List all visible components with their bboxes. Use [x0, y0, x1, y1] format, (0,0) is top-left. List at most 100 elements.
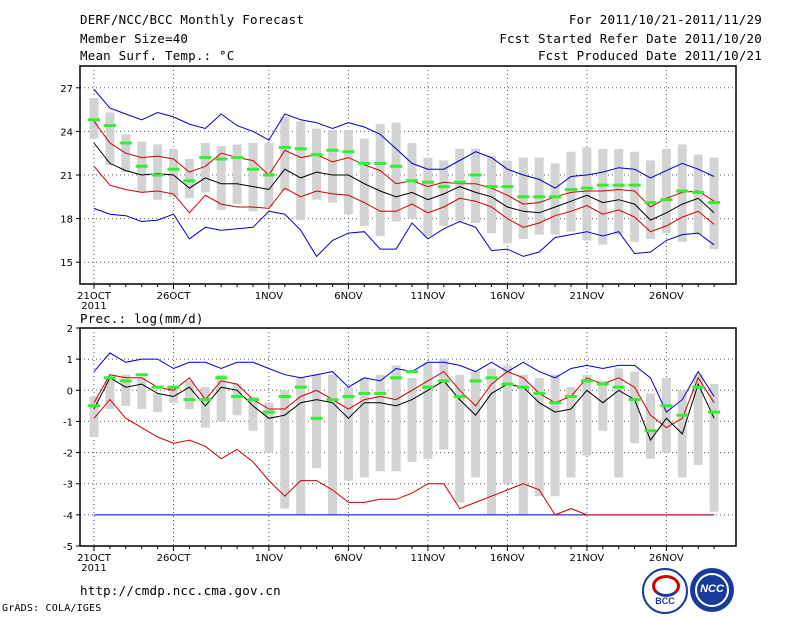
ensemble-box — [439, 359, 449, 450]
ensemble-box — [328, 129, 337, 203]
mean-plus-sd-line — [93, 120, 715, 208]
ensemble-box — [661, 377, 671, 453]
median-marker — [501, 185, 514, 189]
mean-minus-sd-line — [93, 398, 715, 516]
median-marker — [406, 179, 418, 183]
ensemble-box — [471, 371, 481, 478]
mean-minus-sd-line — [93, 165, 715, 233]
ensemble-box — [153, 144, 163, 200]
ensemble-box — [200, 387, 210, 428]
mean-plus-sd-line — [93, 370, 715, 429]
x-tick-label: 21NOV — [570, 291, 605, 302]
ensemble-box — [137, 377, 147, 409]
median-marker — [374, 391, 387, 395]
ensemble-box — [614, 368, 624, 478]
median-marker — [565, 188, 577, 192]
median-marker — [247, 167, 259, 171]
median-marker — [310, 153, 323, 157]
ensemble-mean-line — [93, 142, 715, 221]
x-tick-label: 21NOV — [570, 553, 605, 564]
median-marker — [119, 379, 132, 383]
median-marker — [453, 180, 466, 184]
ensemble-box — [582, 374, 592, 456]
ensemble-min-line — [93, 207, 715, 258]
median-marker — [596, 183, 609, 187]
ensemble-box — [375, 374, 385, 472]
median-marker — [421, 385, 434, 389]
precip-panel-title: Prec.: log(mm/d) — [80, 311, 204, 326]
ensemble-box — [391, 365, 401, 472]
ensemble-box — [328, 374, 337, 515]
median-marker — [294, 385, 307, 389]
median-marker — [199, 156, 212, 160]
median-marker — [660, 404, 673, 408]
ncc-logo-text: NCC — [700, 583, 724, 595]
ensemble-box — [518, 374, 528, 515]
ensemble-box — [312, 374, 322, 469]
ensemble-box — [677, 144, 687, 242]
median-marker — [580, 379, 593, 383]
median-marker — [676, 189, 689, 193]
median-marker — [231, 156, 244, 160]
ensemble-box — [375, 124, 385, 237]
median-marker — [103, 376, 116, 380]
y-tick-label: 24 — [60, 127, 73, 138]
ensemble-box — [343, 387, 353, 481]
median-marker — [262, 410, 275, 414]
median-marker — [135, 373, 148, 377]
ensemble-box — [232, 144, 242, 205]
ensemble-box — [582, 147, 592, 241]
x-tick-label: 6NOV — [334, 291, 363, 302]
ncc-globe-icon — [695, 573, 729, 607]
median-marker — [533, 391, 546, 395]
x-tick-label: 21OCT — [77, 291, 112, 302]
ensemble-box — [296, 121, 306, 221]
ensemble-box — [184, 380, 194, 409]
ensemble-box — [598, 148, 608, 245]
median-marker — [374, 161, 387, 165]
ensemble-box — [105, 377, 115, 409]
median-marker — [628, 183, 641, 187]
y-tick-label: 15 — [60, 258, 73, 269]
median-marker — [692, 385, 705, 389]
median-marker — [88, 118, 100, 122]
median-marker — [501, 382, 514, 386]
median-marker — [358, 391, 371, 395]
median-marker — [612, 183, 625, 187]
median-marker — [278, 145, 291, 149]
bcc-logo-text: BCC — [655, 596, 675, 606]
median-marker — [628, 398, 641, 402]
ensemble-box — [550, 374, 560, 497]
median-marker — [421, 180, 434, 184]
median-marker — [103, 124, 116, 128]
median-marker — [215, 157, 228, 161]
ensemble-box — [566, 387, 576, 478]
median-marker — [469, 173, 482, 177]
median-marker — [485, 376, 498, 380]
chart-title: DERF/NCC/BCC Monthly Forecast — [80, 12, 305, 27]
ensemble-box — [359, 138, 369, 226]
ensemble-box — [550, 163, 560, 235]
x-tick-label: 26OCT — [157, 291, 192, 302]
median-marker — [151, 385, 164, 389]
median-marker — [342, 150, 355, 154]
ensemble-box — [280, 390, 290, 509]
y-tick-label: -3 — [63, 480, 73, 491]
produced-date-label: Fcst Produced Date 2011/10/21 — [537, 48, 762, 63]
ensemble-box — [280, 116, 290, 191]
median-marker — [135, 164, 148, 168]
median-marker — [326, 398, 339, 402]
y-tick-label: 27 — [60, 84, 73, 95]
source-url[interactable]: http://cmdp.ncc.cma.gov.cn — [80, 583, 281, 598]
ensemble-box — [502, 160, 512, 244]
ensemble-box — [534, 377, 544, 497]
median-marker — [708, 410, 721, 414]
median-marker — [517, 385, 530, 389]
median-marker — [549, 195, 562, 199]
panel-precipitation: -5 -4 -3 -2 -1 0 1 2 21OCT 26OCT 1NOV 6NOV 11NOV 16NO… — [63, 324, 737, 574]
ensemble-box — [232, 384, 242, 416]
ensemble-box — [487, 368, 496, 515]
median-marker — [437, 379, 450, 383]
median-marker — [644, 201, 657, 205]
